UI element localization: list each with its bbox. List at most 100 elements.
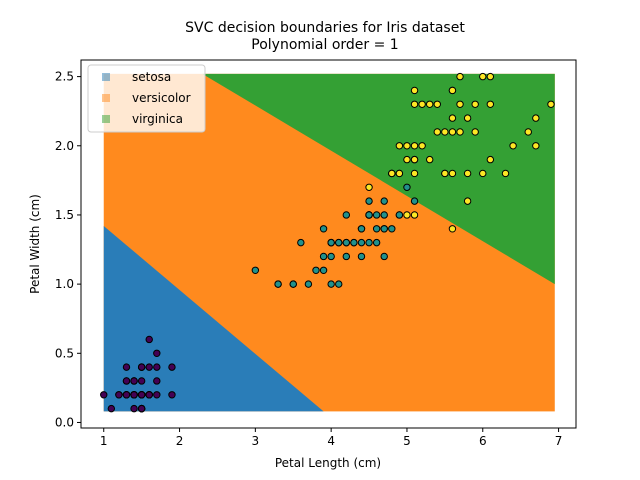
point-setosa [130,404,138,413]
point-virginica [471,128,479,136]
x-tick-label: 1 [100,434,108,448]
y-axis-label: Petal Width (cm) [28,194,42,294]
point-versicolor [380,197,388,205]
point-virginica [410,169,419,178]
legend-label-virginica: virginica [132,112,183,126]
point-versicolor [388,225,396,233]
point-versicolor [319,266,328,274]
point-setosa [168,363,176,371]
point-setosa [145,391,153,399]
decision-regions [103,73,555,412]
point-versicolor [395,211,404,219]
point-virginica [410,155,419,164]
point-virginica [448,128,457,136]
legend-box [87,64,206,133]
point-virginica [403,211,411,219]
point-versicolor [327,238,335,247]
point-virginica [456,128,464,136]
point-setosa [100,391,108,399]
point-virginica [547,100,555,108]
point-versicolor [335,238,343,247]
y-ticks: 0.0 0.5 1.0 1.5 2.0 2.5 [55,70,81,429]
point-virginica [471,100,479,108]
point-setosa [137,363,146,371]
point-virginica [433,100,441,108]
point-virginica [463,197,472,205]
y-tick-label: 1.0 [55,277,74,291]
chart-title: SVC decision boundaries for Iris dataset [185,20,465,36]
point-versicolor [365,238,373,247]
point-versicolor [403,183,411,191]
point-virginica [403,155,411,164]
point-virginica [448,225,457,233]
y-tick-label: 2.5 [55,70,74,84]
point-versicolor [297,238,305,247]
point-versicolor [372,211,381,219]
point-setosa [145,335,153,344]
point-virginica [448,86,457,95]
point-virginica [441,169,449,178]
point-setosa [168,391,176,399]
point-virginica [365,183,373,191]
legend-marker-versicolor [102,94,110,102]
point-versicolor [372,238,381,247]
chart-subtitle: Polynomial order = 1 [251,37,398,53]
point-virginica [395,169,404,178]
legend-label-setosa: setosa [132,70,171,84]
point-versicolor [342,238,351,247]
point-virginica [463,169,472,178]
point-setosa [130,377,138,385]
point-virginica [433,128,441,136]
point-virginica [410,100,419,108]
point-setosa [122,391,131,399]
point-setosa [145,363,153,371]
point-virginica [403,142,411,150]
legend-marker-setosa [102,73,110,81]
point-versicolor [319,225,328,233]
x-tick-label: 3 [252,434,260,448]
point-versicolor [380,225,388,233]
point-virginica [509,142,517,150]
x-tick-label: 2 [176,434,184,448]
point-virginica [410,211,419,219]
point-virginica [410,86,419,95]
point-virginica [479,169,487,178]
point-virginica [524,128,532,136]
point-setosa [153,377,161,385]
x-tick-label: 4 [327,434,335,448]
point-virginica [418,100,426,108]
point-versicolor [365,197,373,205]
data-points [100,72,555,413]
point-setosa [122,363,131,371]
legend-label-versicolor: versicolor [132,91,191,105]
point-setosa [115,391,123,399]
point-versicolor [319,252,328,261]
point-virginica [486,72,495,81]
point-virginica [479,72,487,81]
y-tick-label: 0.0 [55,415,74,429]
point-virginica [456,100,464,108]
point-virginica [532,114,540,122]
point-versicolor [357,252,366,261]
y-tick-label: 1.5 [55,208,74,222]
point-setosa [153,391,161,399]
point-versicolor [357,225,366,233]
point-versicolor [372,225,381,233]
point-setosa [137,377,146,385]
point-virginica [418,142,426,150]
y-tick-label: 2.0 [55,139,74,153]
region-virginica [202,73,555,285]
point-virginica [410,142,419,150]
legend: setosa versicolor virginica [87,64,206,133]
point-versicolor [357,238,366,247]
point-virginica [425,100,434,108]
point-setosa [137,404,146,413]
point-versicolor [274,280,282,288]
point-versicolor [251,266,260,274]
point-versicolor [342,211,351,219]
y-tick-label: 0.5 [55,346,74,360]
x-tick-label: 7 [555,434,563,448]
point-virginica [395,142,404,150]
